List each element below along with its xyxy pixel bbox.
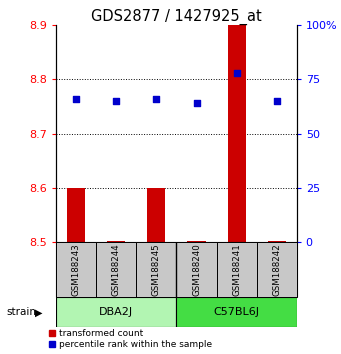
Text: strain: strain [7,307,37,318]
Bar [136,242,177,297]
Point [194,100,199,106]
Text: GSM188245: GSM188245 [152,244,161,296]
Text: ▶: ▶ [35,307,43,318]
Bar [188,241,206,242]
Text: C57BL6J: C57BL6J [213,307,260,318]
Bar [257,242,297,297]
Bar [268,241,286,242]
Bar [107,241,125,242]
Text: GSM188242: GSM188242 [272,244,281,296]
Text: GSM188241: GSM188241 [232,244,241,296]
Text: GSM188240: GSM188240 [192,244,201,296]
Title: GDS2877 / 1427925_at: GDS2877 / 1427925_at [91,8,262,25]
Point [154,96,159,102]
Bar [67,188,85,242]
Point [234,70,239,75]
Point [274,98,279,104]
Legend: transformed count, percentile rank within the sample: transformed count, percentile rank withi… [49,329,212,349]
Bar [217,242,257,297]
Point [114,98,119,104]
Bar [56,242,97,297]
Text: GSM188243: GSM188243 [72,244,81,296]
Bar [147,188,165,242]
Bar [96,242,136,297]
Bar [56,297,177,327]
Text: DBA2J: DBA2J [99,307,133,318]
Bar [227,25,246,242]
Point [74,96,79,102]
Bar [177,242,217,297]
Text: GSM188244: GSM188244 [112,244,121,296]
Bar [177,297,297,327]
